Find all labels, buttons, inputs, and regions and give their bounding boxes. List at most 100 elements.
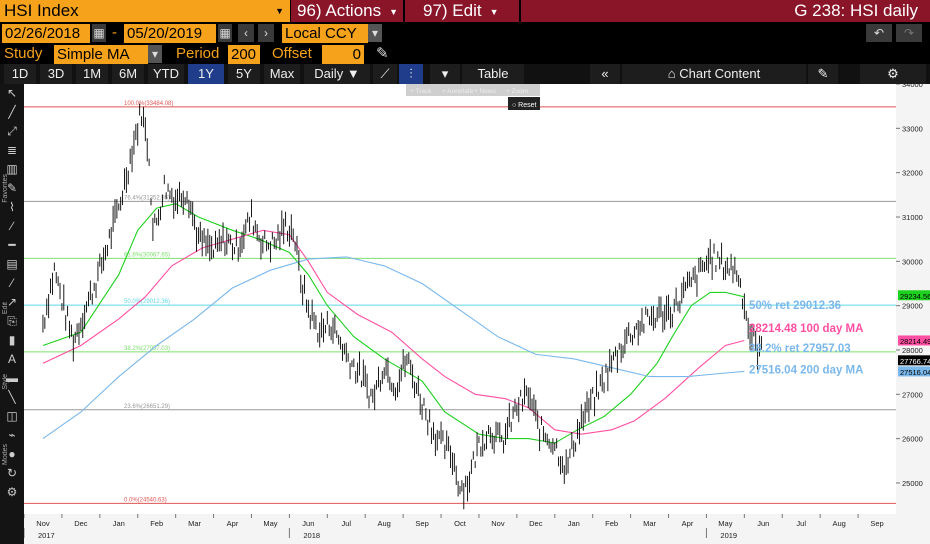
period-label: Period	[176, 45, 220, 62]
tool-sidebar: ↖ ╱ ⤢ ≣ ▥ ✎ ⌇ ∕ ━ ▤ ⁄ ↗ ⎘ ▮ A ▬ ╲ ◫ ⌁ ● …	[0, 84, 24, 544]
x-tick-label: Mar	[188, 519, 201, 528]
y-tick-label: 30000	[902, 257, 923, 266]
undo-icon[interactable]: ↶	[866, 24, 892, 42]
fib-level-label: 100.0%(33484.08)	[124, 101, 173, 107]
chart-icon: ⌂	[667, 66, 676, 81]
eraser-icon[interactable]: ◫	[6, 409, 18, 423]
calendar-icon[interactable]: ▦	[218, 24, 232, 42]
ruler-icon[interactable]: ∕	[10, 219, 13, 233]
edit-menu[interactable]: 97) Edit ▼	[405, 0, 519, 22]
actions-menu[interactable]: 96) Actions ▼	[291, 0, 403, 22]
chart-content-button[interactable]: ⌂ Chart Content	[622, 64, 806, 84]
mini-tool-track[interactable]: + Track	[410, 88, 432, 95]
period-input[interactable]: 200	[228, 45, 260, 64]
edit-label: 97) Edit	[423, 1, 482, 20]
chart-annotation: 27516.04 200 day MA	[749, 364, 863, 376]
x-tick-label: Aug	[832, 519, 845, 528]
offset-input[interactable]: 0	[322, 45, 364, 64]
line-tool-icon[interactable]: ╱	[8, 105, 16, 119]
mini-toolbar	[406, 84, 540, 96]
study-select[interactable]: Simple MA	[54, 45, 148, 64]
range-button-6m[interactable]: 6M	[112, 64, 144, 84]
link-icon[interactable]: ⌁	[8, 428, 16, 442]
font-icon[interactable]: A	[7, 352, 16, 366]
chart-type-dropdown-icon[interactable]: ▾	[430, 64, 460, 84]
x-tick-label: Jun	[757, 519, 769, 528]
line-chart-icon[interactable]: ⟋	[373, 64, 397, 84]
arrow-tool-icon[interactable]: ↗	[6, 295, 18, 309]
favorites-side-label: Favorites	[2, 174, 9, 203]
annotate-icon[interactable]: ⎘	[7, 314, 17, 328]
horizontal-line-icon[interactable]: ━	[8, 238, 16, 252]
pen-icon[interactable]: ⁄	[10, 276, 13, 290]
edit-side-label: Edit	[2, 302, 9, 315]
x-tick-label: Mar	[643, 519, 656, 528]
reset-button[interactable]	[508, 97, 540, 110]
trend-tool-icon[interactable]: ⤢	[7, 124, 17, 138]
trash-icon[interactable]: ▮	[8, 333, 16, 347]
double-chevron-left-icon[interactable]: «	[590, 64, 620, 84]
fib-tool-icon[interactable]: ≣	[6, 143, 18, 157]
study-bar: Study Simple MA ▾ Period 200 Offset 0 ✎	[0, 44, 930, 64]
dropdown-arrow-icon[interactable]: ▾	[148, 45, 162, 63]
reset-label: ○ Reset	[512, 102, 537, 109]
year-label: 2017	[38, 531, 55, 540]
mini-tool-zoom[interactable]: + Zoom	[506, 88, 528, 95]
range-button-1m[interactable]: 1M	[76, 64, 108, 84]
prev-period-icon[interactable]: ‹	[238, 24, 254, 42]
title-bar: HSI Index ▼ 96) Actions ▼ 97) Edit ▼ G 238…	[0, 0, 930, 22]
x-tick-label: Jun	[302, 519, 314, 528]
fib-level-label: 50.0%(29012.36)	[124, 299, 170, 305]
end-date-input[interactable]: 05/20/2019	[124, 24, 216, 43]
range-button-max[interactable]: Max	[264, 64, 300, 84]
chart-annotation: 38.2% ret 27957.03	[749, 343, 851, 355]
range-button-1y[interactable]: 1Y	[188, 64, 224, 84]
y-tick-label: 25000	[902, 479, 923, 488]
x-tick-label: Dec	[74, 519, 88, 528]
dropdown-arrow-icon[interactable]: ▾	[368, 24, 382, 42]
calendar-icon[interactable]: ▦	[92, 24, 106, 42]
range-button-1d[interactable]: 1D	[4, 64, 36, 84]
currency-select[interactable]: Local CCY	[282, 24, 368, 43]
brush-icon[interactable]: ⌇	[9, 200, 15, 214]
mini-tool-annotate[interactable]: + Annotate	[442, 88, 474, 95]
x-tick-label: May	[263, 519, 277, 528]
dropdown-arrow-icon[interactable]: ▼	[275, 6, 284, 16]
start-date-input[interactable]: 02/26/2018	[2, 24, 90, 43]
chart-annotation: 50% ret 29012.36	[749, 300, 841, 312]
fill-icon[interactable]: ▬	[6, 371, 18, 385]
text-tool-icon[interactable]: ✎	[6, 181, 18, 195]
y-tick-label: 28000	[902, 346, 923, 355]
range-button-3d[interactable]: 3D	[40, 64, 72, 84]
next-period-icon[interactable]: ›	[258, 24, 274, 42]
refresh-icon[interactable]: ↻	[6, 466, 18, 480]
value-label: 27516.04	[900, 368, 930, 377]
fib-level-label: 0.0%(24540.63)	[124, 497, 167, 503]
color-icon[interactable]: ●	[8, 447, 16, 461]
gear-icon[interactable]: ⚙	[6, 485, 18, 499]
ticker-field[interactable]: HSI Index ▼	[0, 0, 290, 22]
x-tick-label: May	[718, 519, 732, 528]
pencil-icon[interactable]: ✎	[376, 45, 389, 62]
y-tick-label: 34000	[902, 84, 923, 89]
x-tick-label: Jan	[568, 519, 580, 528]
x-tick-label: Oct	[454, 519, 467, 528]
table-button[interactable]: Table	[462, 64, 524, 84]
series-line-ma100	[42, 229, 745, 435]
cursor-icon[interactable]: ↖	[6, 86, 18, 100]
gear-icon[interactable]: ⚙	[860, 64, 926, 84]
channel-tool-icon[interactable]: ▥	[6, 162, 18, 176]
page-title: G 238: HSI daily	[521, 0, 930, 22]
pencil-style-icon[interactable]: ╲	[8, 390, 16, 404]
fib-level-label: 61.8%(30067.65)	[124, 252, 170, 258]
range-button-5y[interactable]: 5Y	[228, 64, 260, 84]
bar-chart-icon[interactable]: ⫶	[399, 64, 423, 84]
redo-icon[interactable]: ↷	[896, 24, 922, 42]
layers-icon[interactable]: ▤	[6, 257, 18, 271]
price-chart[interactable]: 100.0%(33484.08) 76.4%(31352.95) 61.8%(300…	[24, 84, 930, 544]
range-button-ytd[interactable]: YTD	[148, 64, 184, 84]
mini-tool-news[interactable]: + News	[474, 88, 497, 95]
frequency-select[interactable]: Daily ▼	[304, 64, 370, 84]
x-tick-label: Jul	[341, 519, 351, 528]
edit-icon[interactable]: ✎	[808, 64, 838, 84]
